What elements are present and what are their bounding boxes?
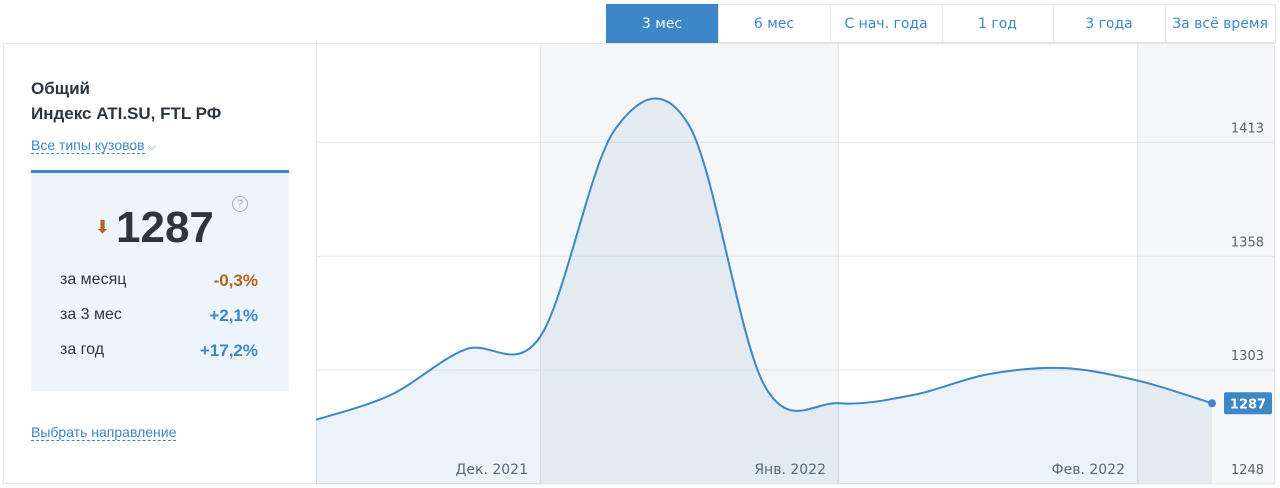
stats: за месяц -0,3% за 3 мес +2,1% за год +17,2% xyxy=(60,271,258,376)
tab-label[interactable]: 6 мес xyxy=(754,16,794,32)
index-card: ⬇ 1287 ? за месяц -0,3% за 3 мес +2,1% за го… xyxy=(31,170,289,391)
tab[interactable] xyxy=(606,4,719,43)
x-tick-label: Янв. 2022 xyxy=(754,462,826,478)
tab-label[interactable]: 1 год xyxy=(978,16,1017,32)
tab[interactable] xyxy=(942,4,1054,43)
down-arrow: ⬇ xyxy=(95,217,111,237)
y-tick-label: 1248 xyxy=(1231,463,1264,478)
stat-value: +2,1% xyxy=(209,306,258,325)
plot: 1248 1303 1358 1413 Дек. 2021 Янв. 2022 Фев. 2… xyxy=(315,44,1275,485)
x-tick-label: Дек. 2021 xyxy=(455,462,528,478)
y-tick-label: 1303 xyxy=(1231,349,1264,364)
filter-link[interactable]: Все типы кузовов xyxy=(31,137,145,154)
direction[interactable]: Выбрать направление xyxy=(31,424,177,442)
tabs: 3 мес 6 мес С нач. года 1 год 3 года За всё в… xyxy=(606,4,1276,43)
title: Общий xyxy=(31,79,90,98)
direction-link[interactable]: Выбрать направление xyxy=(31,424,177,441)
tab-label[interactable]: За всё время xyxy=(1172,16,1268,32)
stat-value: +17,2% xyxy=(199,341,258,360)
stat-row: за месяц -0,3% xyxy=(60,271,258,306)
subtitle: Индекс ATI.SU, FTL РФ xyxy=(31,104,222,123)
tab[interactable] xyxy=(1053,4,1166,43)
help-icon[interactable]: ? xyxy=(232,196,248,212)
x-tick-label: Фев. 2022 xyxy=(1052,462,1125,478)
filter[interactable]: Все типы кузовов ⌵ xyxy=(31,137,157,154)
stat-label: за 3 мес xyxy=(60,306,122,323)
tab[interactable] xyxy=(718,4,831,43)
tab[interactable] xyxy=(830,4,943,43)
title-block: Общий Индекс ATI.SU, FTL РФ xyxy=(31,76,221,126)
stat-label: за год xyxy=(60,341,105,358)
stat-value: -0,3% xyxy=(213,271,258,290)
stat-row: за год +17,2% xyxy=(60,341,258,376)
area xyxy=(316,98,1212,484)
value-badge xyxy=(1224,392,1272,415)
value-label: 1287 xyxy=(1230,397,1266,412)
tab-label[interactable]: 3 года xyxy=(1085,16,1133,32)
tab-label[interactable]: С нач. года xyxy=(844,16,927,32)
y-tick-label: 1358 xyxy=(1231,235,1264,250)
tab[interactable] xyxy=(1165,4,1276,43)
tab-label[interactable]: 3 мес xyxy=(642,16,682,32)
last-point xyxy=(1208,399,1216,408)
band xyxy=(540,44,838,484)
stat-label: за месяц xyxy=(60,271,127,288)
index-value: 1287 xyxy=(116,203,214,252)
stat-row: за 3 мес +2,1% xyxy=(60,306,258,341)
y-tick-label: 1413 xyxy=(1231,121,1264,136)
line xyxy=(315,97,1213,421)
